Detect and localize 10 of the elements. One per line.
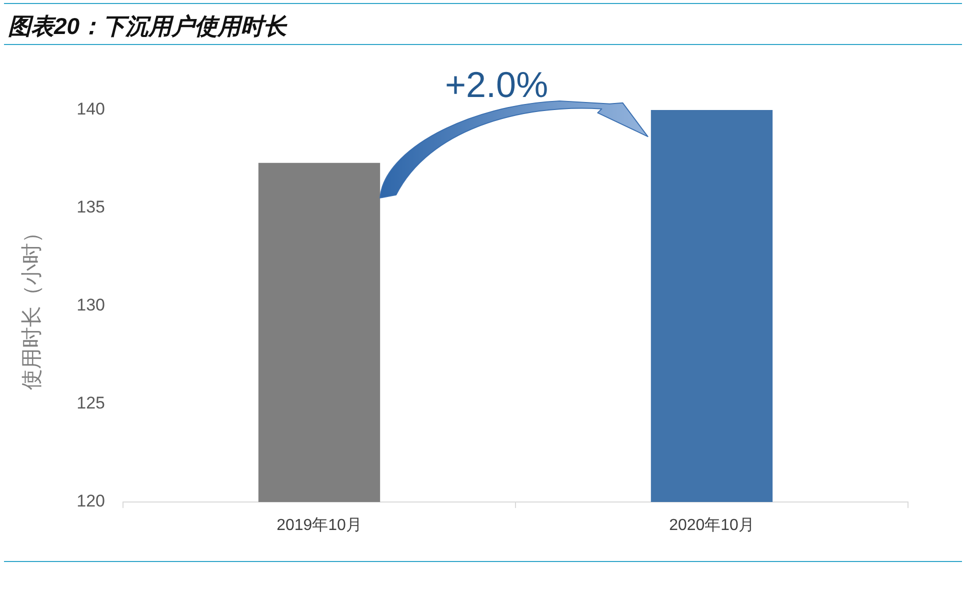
x-tick-label: 2020年10月: [669, 517, 754, 534]
y-tick-label: 130: [76, 296, 105, 315]
y-tick-label: 140: [76, 100, 105, 119]
y-tick-label: 120: [76, 492, 105, 511]
y-tick-label: 135: [76, 198, 105, 217]
text: +2.0%: [445, 64, 548, 105]
y-axis-title: 使用时长（小时）: [20, 222, 44, 390]
y-tick-label: 125: [76, 394, 105, 413]
chart-title: 图表20：下沉用户使用时长: [8, 12, 287, 41]
x-tick-label: 2019年10月: [276, 517, 362, 534]
